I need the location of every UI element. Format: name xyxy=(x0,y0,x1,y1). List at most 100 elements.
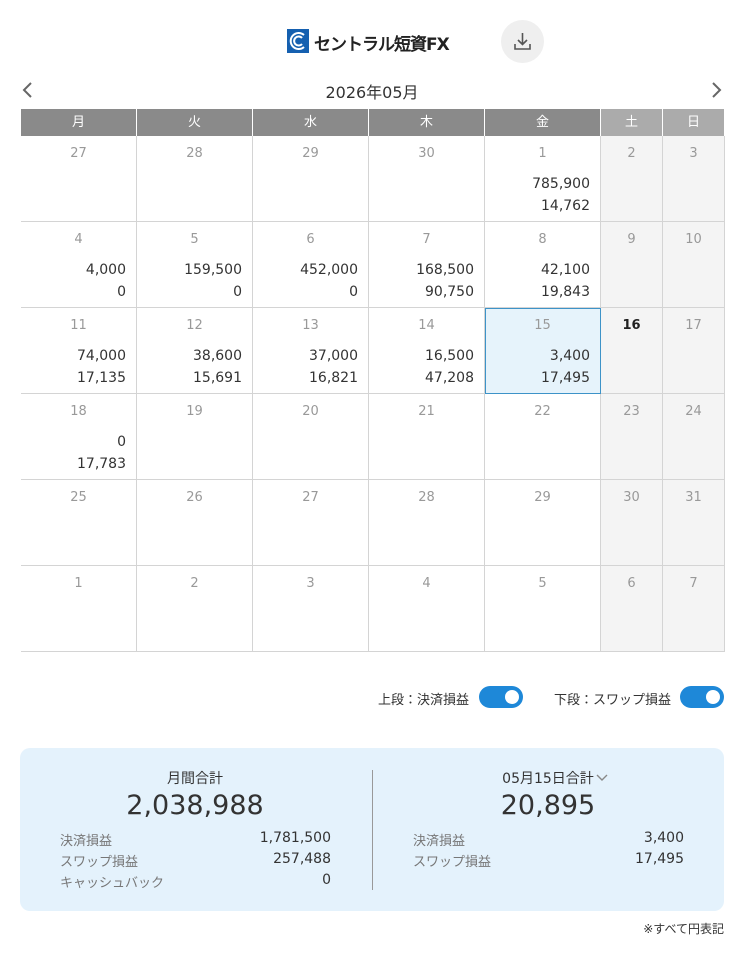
day-cell[interactable]: 17 xyxy=(663,308,725,394)
day-number: 27 xyxy=(302,490,319,505)
day-number: 4 xyxy=(422,576,431,591)
summary-panel: 月間合計 2,038,988 決済損益 1,781,500 スワップ損益 257,488 キ… xyxy=(20,748,724,911)
summary-row-value: 3,400 xyxy=(643,830,684,846)
day-cell[interactable]: 6 xyxy=(601,566,663,652)
day-cell[interactable]: 27 xyxy=(253,480,369,566)
day-cell[interactable]: 13 37,000 16,821 xyxy=(253,308,369,394)
day-number: 29 xyxy=(534,490,551,505)
day-cell[interactable]: 25 xyxy=(21,480,137,566)
summary-row-label: スワップ損益 xyxy=(60,855,139,870)
day-cell[interactable]: 2 xyxy=(601,136,663,222)
day-number: 17 xyxy=(685,318,702,333)
settlement-pl: 74,000 xyxy=(77,348,126,364)
summary-title[interactable]: 05月15日合計 xyxy=(502,771,594,787)
day-cell[interactable]: 7 xyxy=(663,566,725,652)
day-cell[interactable]: 7 168,500 90,750 xyxy=(369,222,485,308)
day-number: 7 xyxy=(689,576,698,591)
day-cell[interactable]: 21 xyxy=(369,394,485,480)
day-cell[interactable]: 3 xyxy=(663,136,725,222)
download-button[interactable] xyxy=(501,20,544,63)
day-number: 2 xyxy=(627,146,636,161)
prev-month[interactable] xyxy=(20,80,36,100)
day-cell[interactable]: 24 xyxy=(663,394,725,480)
settlement-pl: 38,600 xyxy=(193,348,242,364)
day-cell[interactable]: 19 xyxy=(137,394,253,480)
day-cell[interactable]: 6 452,000 0 xyxy=(253,222,369,308)
day-cell[interactable]: 30 xyxy=(601,480,663,566)
day-number: 18 xyxy=(70,404,87,419)
summary-row-label: 決済損益 xyxy=(60,834,113,849)
day-number: 24 xyxy=(685,404,702,419)
day-number: 5 xyxy=(190,232,199,247)
day-number: 1 xyxy=(74,576,83,591)
day-cell[interactable]: 29 xyxy=(253,136,369,222)
day-cell[interactable]: 3 xyxy=(253,566,369,652)
swap-pl: 47,208 xyxy=(425,370,474,386)
day-cell[interactable]: 30 xyxy=(369,136,485,222)
day-cell[interactable]: 20 xyxy=(253,394,369,480)
day-cell[interactable]: 28 xyxy=(137,136,253,222)
day-cell[interactable]: 15 3,400 17,495 xyxy=(485,308,601,394)
day-cell[interactable]: 12 38,600 15,691 xyxy=(137,308,253,394)
day-number: 6 xyxy=(306,232,315,247)
day-number: 15 xyxy=(534,318,551,333)
day-cell[interactable]: 28 xyxy=(369,480,485,566)
settlement-pl: 0 xyxy=(117,434,126,450)
weekday-header: 水 xyxy=(253,109,369,136)
settlement-pl: 4,000 xyxy=(85,262,126,278)
day-cell[interactable]: 26 xyxy=(137,480,253,566)
day-cell[interactable]: 31 xyxy=(663,480,725,566)
month-title: 2026年05月 xyxy=(325,83,419,102)
settlement-pl: 37,000 xyxy=(309,348,358,364)
day-number: 8 xyxy=(538,232,547,247)
day-number: 23 xyxy=(623,404,640,419)
dropdown-chevron xyxy=(596,774,608,781)
day-cell[interactable]: 29 xyxy=(485,480,601,566)
day-cell[interactable]: 4 4,000 0 xyxy=(21,222,137,308)
day-number: 4 xyxy=(74,232,83,247)
day-cell[interactable]: 4 xyxy=(369,566,485,652)
toggle-label: 下段：スワップ損益 xyxy=(554,693,672,708)
day-number: 1 xyxy=(538,146,547,161)
toggle-label: 上段：決済損益 xyxy=(378,693,470,708)
swap-pl: 0 xyxy=(117,284,126,300)
day-cell[interactable]: 22 xyxy=(485,394,601,480)
toggle-switch[interactable] xyxy=(479,686,523,708)
day-cell[interactable]: 27 xyxy=(21,136,137,222)
day-cell[interactable]: 5 159,500 0 xyxy=(137,222,253,308)
swap-pl: 0 xyxy=(349,284,358,300)
day-cell[interactable]: 8 42,100 19,843 xyxy=(485,222,601,308)
settlement-pl: 452,000 xyxy=(300,262,358,278)
weekday-header: 土 xyxy=(601,109,663,136)
weekday-header: 金 xyxy=(485,109,601,136)
summary-title: 月間合計 xyxy=(167,771,223,787)
day-number: 20 xyxy=(302,404,319,419)
day-number: 26 xyxy=(186,490,203,505)
day-cell[interactable]: 16 xyxy=(601,308,663,394)
day-number: 31 xyxy=(685,490,702,505)
toggle-switch[interactable] xyxy=(680,686,724,708)
day-number: 6 xyxy=(627,576,636,591)
day-cell[interactable]: 23 xyxy=(601,394,663,480)
day-cell[interactable]: 1 785,900 14,762 xyxy=(485,136,601,222)
day-number: 14 xyxy=(418,318,435,333)
day-cell[interactable]: 2 xyxy=(137,566,253,652)
weekday-header: 日 xyxy=(663,109,725,136)
summary-row-value: 0 xyxy=(322,872,331,888)
day-cell[interactable]: 9 xyxy=(601,222,663,308)
day-cell[interactable]: 5 xyxy=(485,566,601,652)
day-cell[interactable]: 10 xyxy=(663,222,725,308)
day-cell[interactable]: 1 xyxy=(21,566,137,652)
day-cell[interactable]: 11 74,000 17,135 xyxy=(21,308,137,394)
day-number: 21 xyxy=(418,404,435,419)
day-number: 29 xyxy=(302,146,319,161)
settlement-pl: 785,900 xyxy=(532,176,590,192)
settlement-pl: 159,500 xyxy=(184,262,242,278)
day-cell[interactable]: 18 0 17,783 xyxy=(21,394,137,480)
swap-pl: 17,783 xyxy=(77,456,126,472)
swap-pl: 90,750 xyxy=(425,284,474,300)
next-month[interactable] xyxy=(708,80,724,100)
day-cell[interactable]: 14 16,500 47,208 xyxy=(369,308,485,394)
day-number: 22 xyxy=(534,404,551,419)
